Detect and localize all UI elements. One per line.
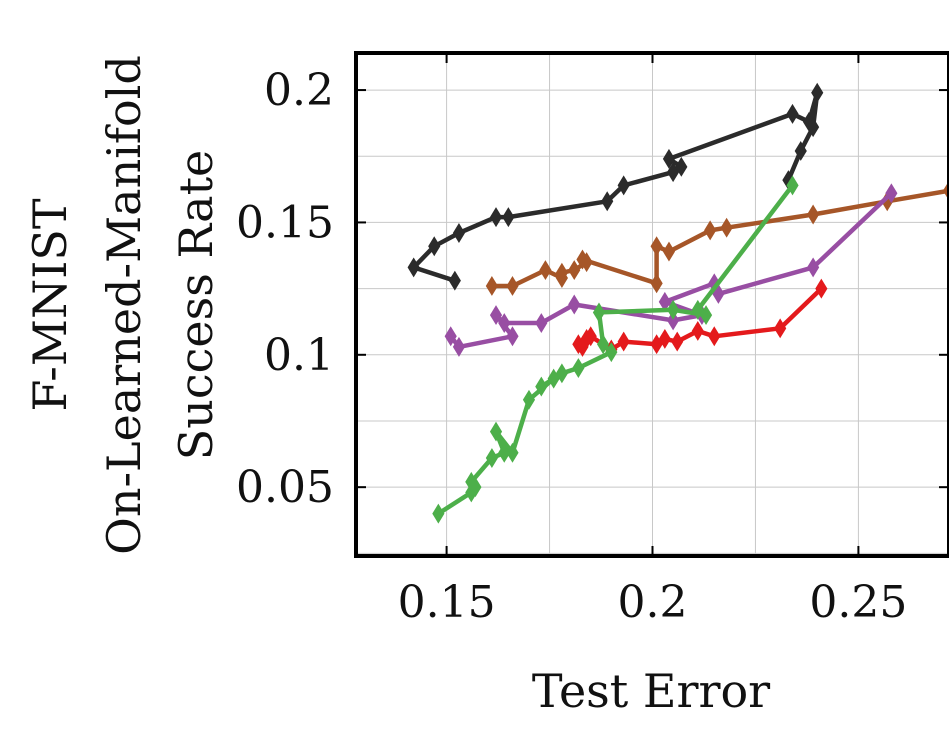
data-point: [489, 207, 503, 228]
data-point: [407, 257, 420, 278]
data-point: [774, 318, 787, 339]
data-point: [489, 305, 503, 326]
data-point: [535, 376, 548, 397]
data-point: [807, 204, 820, 225]
data-point: [596, 334, 610, 355]
data-point: [708, 326, 721, 347]
data-point: [617, 175, 630, 196]
data-point: [555, 262, 568, 283]
data-point: [592, 302, 606, 323]
data-point: [539, 260, 552, 281]
row-title-line1: F-MNIST: [23, 198, 77, 411]
data-point: [691, 299, 704, 320]
data-point: [794, 140, 807, 161]
data-point: [584, 326, 597, 347]
series-0: [407, 82, 824, 291]
data-point: [535, 313, 548, 333]
data-point: [448, 270, 461, 291]
data-point: [444, 326, 457, 347]
data-point: [506, 326, 519, 347]
y-axis-label: Success Rate: [169, 150, 223, 461]
data-point: [658, 328, 671, 349]
data-point: [452, 223, 466, 243]
data-point: [667, 310, 680, 331]
data-point: [485, 448, 498, 469]
data-point: [811, 82, 824, 103]
data-point: [662, 241, 676, 262]
data-point: [650, 273, 663, 294]
data-point: [485, 276, 498, 296]
data-point: [671, 331, 684, 352]
series-layer: [407, 82, 949, 524]
series-line: [411, 90, 820, 283]
data-point: [432, 503, 445, 524]
data-point: [506, 276, 519, 296]
data-point: [885, 183, 898, 204]
series-line: [489, 188, 949, 289]
data-point: [502, 207, 515, 228]
data-point: [662, 148, 676, 169]
row-title-line2: On-Learned-Manifold: [97, 55, 151, 555]
data-point: [572, 358, 585, 378]
x-tick-label: 0.2: [618, 577, 688, 628]
data-point: [522, 389, 536, 410]
data-point: [667, 299, 680, 320]
plot-frame: [354, 51, 949, 558]
data-point: [555, 363, 568, 384]
data-point: [452, 336, 466, 357]
grid: [356, 53, 949, 556]
data-point: [506, 442, 519, 463]
data-point: [617, 331, 630, 352]
data-point: [568, 260, 581, 281]
ticks: 0.15 0.2 0.25 0.05 0.1 0.15 0.2: [236, 53, 949, 628]
y-tick-label: 0.05: [236, 462, 334, 513]
y-tick-label: 0.15: [236, 197, 334, 248]
data-point: [428, 236, 441, 257]
data-point: [786, 103, 799, 124]
series-1: [485, 180, 949, 296]
data-point: [568, 294, 581, 315]
data-point: [498, 313, 511, 333]
y-tick-label: 0.1: [264, 330, 334, 381]
x-tick-label: 0.25: [809, 577, 907, 628]
data-point: [786, 175, 799, 196]
data-point: [650, 236, 663, 257]
data-point: [807, 117, 820, 138]
data-point: [498, 442, 511, 463]
data-point: [605, 342, 618, 363]
data-point: [691, 321, 704, 341]
data-point: [576, 249, 589, 270]
x-tick-label: 0.15: [398, 577, 496, 628]
data-point: [704, 220, 717, 241]
series-4: [432, 175, 799, 524]
data-point: [576, 336, 589, 357]
data-point: [807, 257, 820, 278]
data-point: [675, 156, 688, 177]
x-axis-label: Test Error: [532, 664, 770, 718]
data-point: [465, 471, 478, 492]
y-tick-label: 0.2: [264, 65, 334, 116]
data-point: [601, 191, 614, 212]
data-point: [815, 278, 828, 299]
data-point: [720, 217, 733, 238]
data-point: [489, 421, 503, 442]
